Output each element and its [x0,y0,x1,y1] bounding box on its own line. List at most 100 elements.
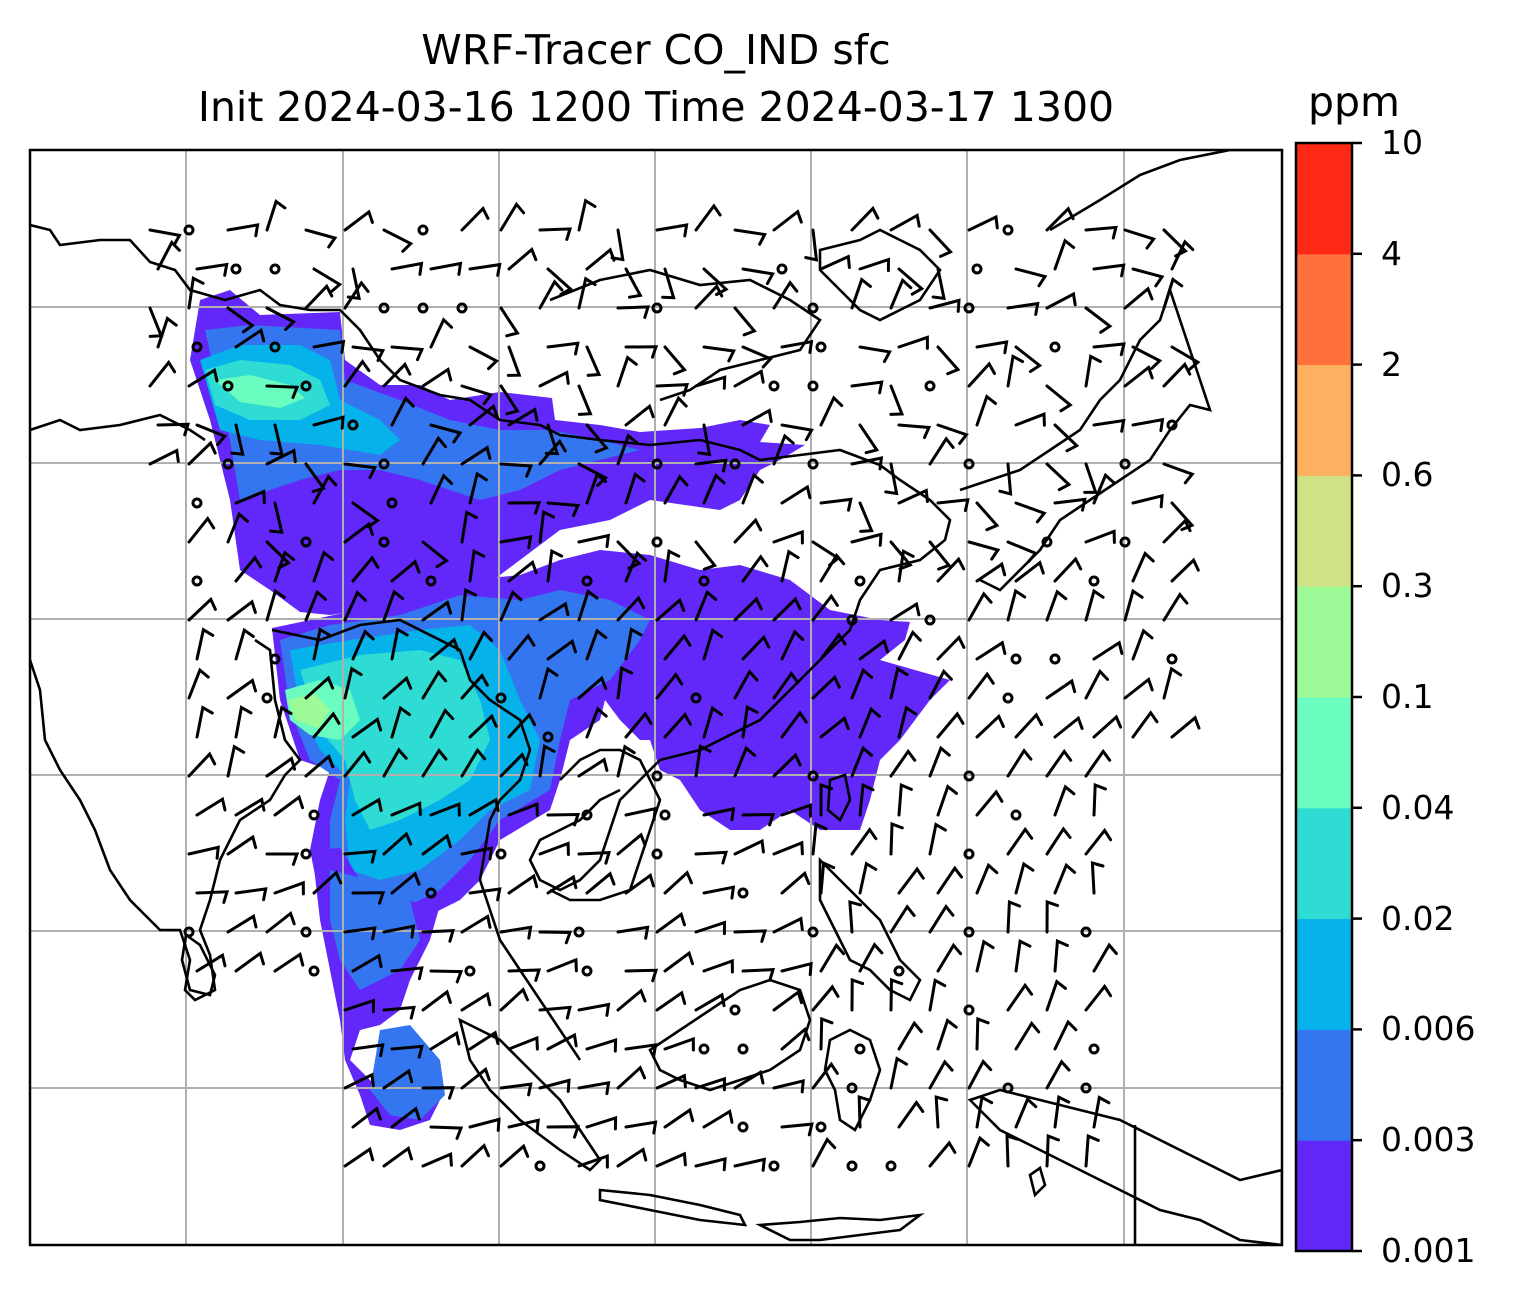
tracer-region-north-max [215,375,305,408]
wind-barb [304,675,335,700]
wind-barb [312,870,343,895]
wind-barb [702,885,736,900]
wind-barb [1045,1133,1060,1168]
wind-barb [585,247,616,271]
gulf-of-thailand [549,748,662,902]
wind-barb [1045,1059,1071,1090]
wind-barb [460,384,494,406]
wind-barb [850,745,873,778]
calm-wind-marker [1088,1043,1100,1055]
wind-barb [585,1115,618,1131]
wind-barb [351,501,380,529]
wind-barb [546,341,580,356]
wind-barb [1131,710,1159,739]
wind-barb [351,797,383,817]
wind-barb [741,705,759,739]
wind-barb [1014,267,1048,288]
wind-barb [663,712,692,739]
wind-barb [429,637,460,661]
wind-barb [538,370,570,388]
calm-wind-marker [1119,458,1131,470]
wind-barb [889,213,921,232]
wind-barb [1092,942,1118,973]
calm-wind-marker [222,380,234,392]
wind-barb [265,306,297,331]
wind-barb [421,669,448,700]
colorbar-tick-label: 10 [1381,123,1423,162]
calm-wind-marker [300,848,312,860]
calm-wind-marker [191,341,203,353]
wind-barb [772,280,799,310]
calm-wind-marker [308,965,320,977]
wind-barb [269,501,284,534]
wind-barb [1014,1096,1038,1129]
wind-barb [772,840,804,856]
wind-barb [351,345,386,362]
map-frame [28,148,1284,1247]
calm-wind-marker [300,380,312,392]
wind-barb [1053,556,1083,583]
wind-barb [1053,715,1084,739]
calm-wind-marker [417,302,429,314]
wind-barb [702,705,723,739]
calm-wind-marker [581,575,593,587]
wind-barb [507,501,542,515]
wind-barb [1170,345,1201,371]
wind-barb [312,550,335,583]
wind-barb [468,345,500,371]
wind-barb [507,1118,540,1133]
wind-barb [850,456,884,471]
wind-barb [780,549,800,583]
india-coastline [30,638,302,1002]
wind-barb [934,1095,949,1129]
wind-barb [848,900,862,934]
calm-wind-marker [1010,809,1022,821]
calm-wind-marker [386,497,398,509]
wind-barb [780,803,812,818]
wind-barb [343,926,377,941]
wind-barb [187,276,205,310]
wind-barb [499,462,534,478]
wind-barb [1123,365,1154,388]
wind-barb [663,1036,695,1052]
colorbar-tick-label: 0.006 [1381,1009,1476,1049]
wind-barb [616,925,650,940]
colorbar-segment [1296,807,1352,920]
wind-barb [546,1125,581,1139]
wind-barb [858,345,892,364]
wind-barb [577,1002,611,1017]
wind-barb [850,380,884,395]
wind-barb [850,532,883,547]
wind-barb [585,345,602,377]
wind-barb [429,261,463,276]
wind-barb [499,752,529,778]
wind-barb [663,950,694,973]
wind-barb [538,438,567,466]
wind-barb [1045,384,1073,413]
wind-barb [195,952,227,973]
wind-barb [1006,301,1040,316]
calm-wind-marker [1002,692,1014,704]
wind-barb [226,599,257,622]
wind-barb [468,403,499,427]
calm-wind-marker [924,380,936,392]
wind-barb [538,279,564,310]
wind-barb [663,1107,695,1129]
wind-barb [234,950,265,973]
wind-barb [1014,412,1046,427]
calm-wind-marker [846,614,858,626]
wind-barb [1131,417,1165,433]
wind-barb [312,711,341,739]
wind-barb [616,988,647,1012]
calm-wind-marker [1049,341,1061,353]
wind-barb [1045,748,1073,778]
amur-border [818,228,942,322]
wind-barb [858,638,889,661]
calm-wind-marker [729,1004,741,1016]
wind-barb [616,433,639,466]
calm-wind-marker [971,263,983,275]
wind-barb [1053,862,1077,895]
wind-barb [577,1080,611,1096]
wind-barb [780,423,814,442]
wind-barb [897,1020,923,1051]
